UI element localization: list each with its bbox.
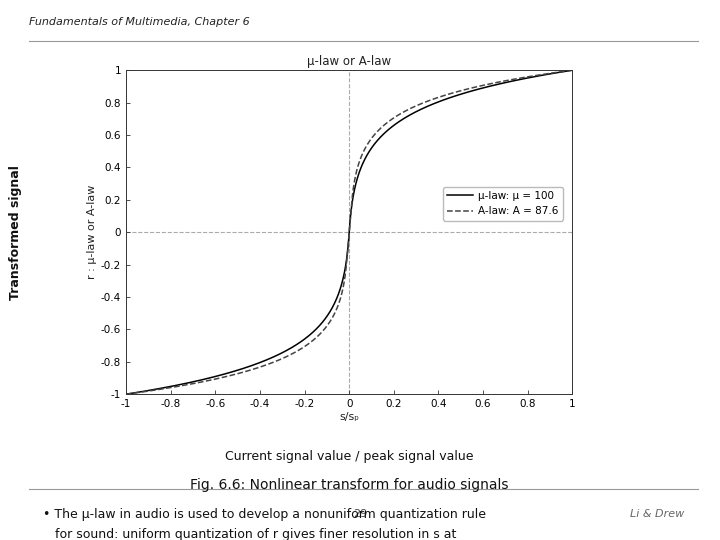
X-axis label: s/sₚ: s/sₚ <box>339 412 359 422</box>
Title: μ-law or A-law: μ-law or A-law <box>307 55 391 68</box>
μ-law: μ = 100: (-0.0805, -0.477): μ = 100: (-0.0805, -0.477) <box>327 306 336 313</box>
Text: Fig. 6.6: Nonlinear transform for audio signals: Fig. 6.6: Nonlinear transform for audio … <box>190 478 508 492</box>
A-law: A = 87.6: (-1, -1): A = 87.6: (-1, -1) <box>122 391 130 397</box>
A-law: A = 87.6: (-0.0805, -0.54): A = 87.6: (-0.0805, -0.54) <box>327 316 336 323</box>
μ-law: μ = 100: (0.942, 0.987): μ = 100: (0.942, 0.987) <box>555 69 564 76</box>
A-law: A = 87.6: (-0.898, -0.98): A = 87.6: (-0.898, -0.98) <box>145 388 153 394</box>
Text: Fundamentals of Multimedia, Chapter 6: Fundamentals of Multimedia, Chapter 6 <box>29 17 250 28</box>
A-law: A = 87.6: (-0.0275, -0.343): A = 87.6: (-0.0275, -0.343) <box>338 285 347 291</box>
Legend: μ-law: μ = 100, A-law: A = 87.6: μ-law: μ = 100, A-law: A = 87.6 <box>443 187 563 220</box>
Text: for sound: uniform quantization of r gives finer resolution in s at: for sound: uniform quantization of r giv… <box>43 528 456 540</box>
A-law: A = 87.6: (1, 1): A = 87.6: (1, 1) <box>568 67 577 73</box>
A-law: A = 87.6: (0.941, 0.989): A = 87.6: (0.941, 0.989) <box>555 69 564 75</box>
μ-law: μ = 100: (0.575, 0.882): μ = 100: (0.575, 0.882) <box>473 86 482 93</box>
μ-law: μ = 100: (1, 1): μ = 100: (1, 1) <box>568 67 577 73</box>
Text: Li & Drew: Li & Drew <box>630 509 684 519</box>
Text: • The μ-law in audio is used to develop a nonuniform quantization rule: • The μ-law in audio is used to develop … <box>43 508 486 521</box>
μ-law: μ = 100: (-0.0275, -0.286): μ = 100: (-0.0275, -0.286) <box>338 275 347 282</box>
Text: Current signal value / peak signal value: Current signal value / peak signal value <box>225 450 474 463</box>
μ-law: μ = 100: (-1, -1): μ = 100: (-1, -1) <box>122 391 130 397</box>
A-law: A = 87.6: (0.942, 0.989): A = 87.6: (0.942, 0.989) <box>555 69 564 75</box>
A-law: A = 87.6: (0.575, 0.899): A = 87.6: (0.575, 0.899) <box>473 83 482 90</box>
μ-law: μ = 100: (-0.898, -0.977): μ = 100: (-0.898, -0.977) <box>145 387 153 394</box>
Line: A-law: A = 87.6: A-law: A = 87.6 <box>126 70 572 394</box>
μ-law: μ = 100: (0.941, 0.987): μ = 100: (0.941, 0.987) <box>555 69 564 76</box>
Line: μ-law: μ = 100: μ-law: μ = 100 <box>126 70 572 394</box>
Text: Transformed signal: Transformed signal <box>9 165 22 300</box>
Text: 29: 29 <box>353 509 367 519</box>
Y-axis label: r : μ-law or A-law: r : μ-law or A-law <box>86 185 96 279</box>
